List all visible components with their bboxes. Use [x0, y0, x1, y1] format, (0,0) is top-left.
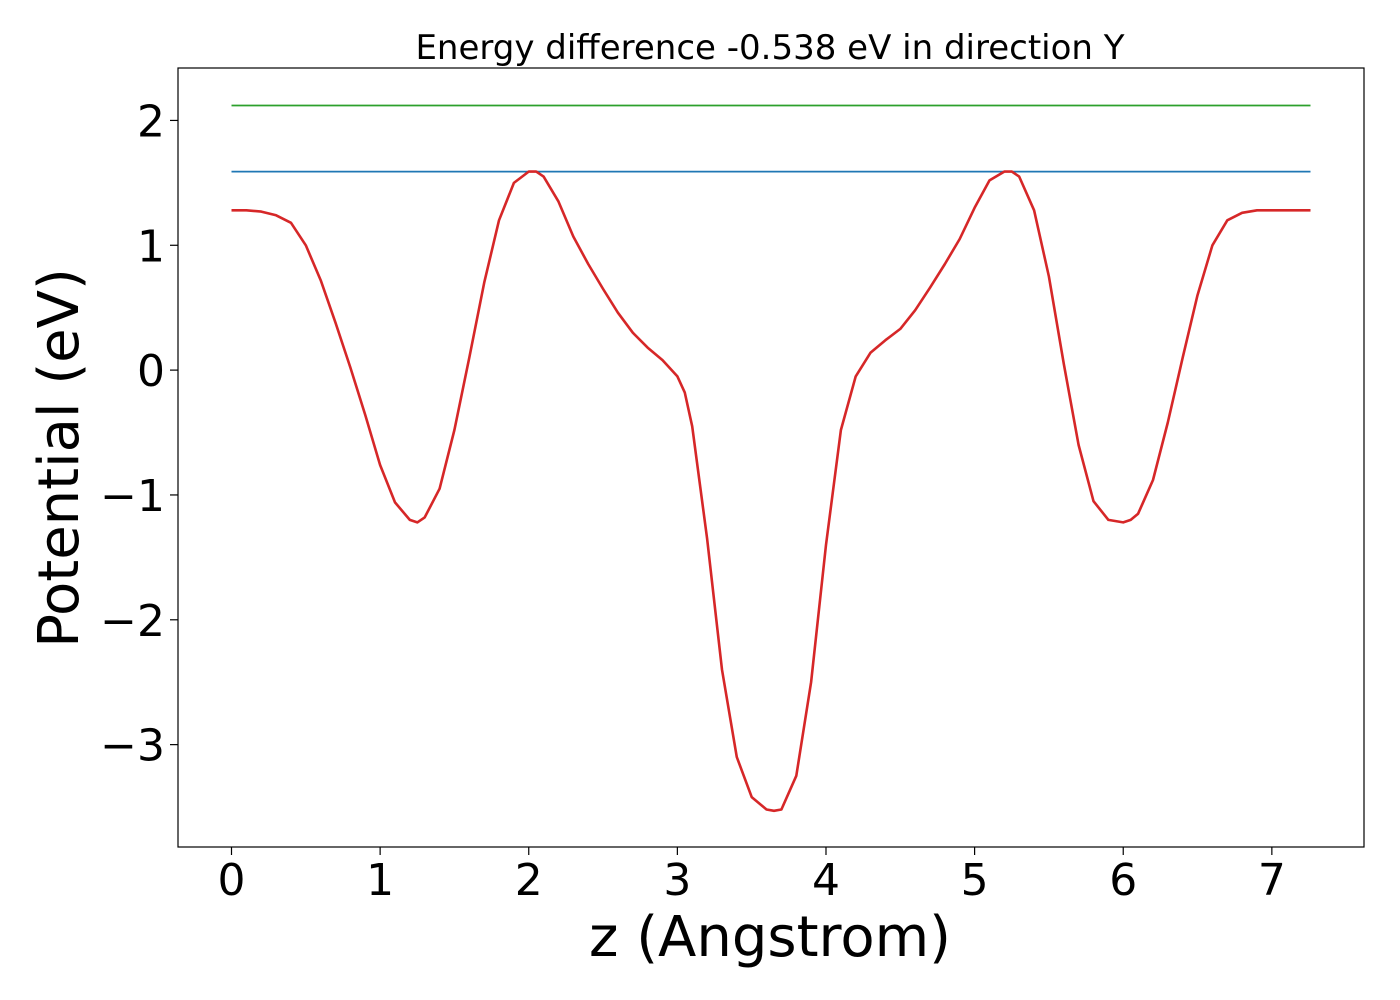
- x-tick-label: 2: [515, 855, 543, 906]
- x-axis: 0 1 2 3 4 5 6 7: [218, 847, 1286, 906]
- y-tick-label: 0: [137, 346, 165, 397]
- y-tick-label: −3: [100, 721, 165, 772]
- y-tick-label: −2: [100, 596, 165, 647]
- y-tick-label: 1: [137, 221, 165, 272]
- x-tick-label: 4: [812, 855, 840, 906]
- x-tick-label: 6: [1109, 855, 1137, 906]
- x-tick-label: 0: [218, 855, 246, 906]
- y-axis: 2 1 0 −1 −2 −3: [100, 96, 178, 772]
- y-axis-label: Potential (eV): [27, 268, 92, 648]
- x-tick-label: 3: [663, 855, 691, 906]
- chart-title: Energy difference -0.538 eV in direction…: [415, 28, 1124, 68]
- x-tick-label: 7: [1258, 855, 1286, 906]
- y-tick-label: −1: [100, 471, 165, 522]
- y-tick-label: 2: [137, 96, 165, 147]
- axes-frame: [177, 67, 1365, 848]
- x-tick-label: 1: [366, 855, 394, 906]
- series-line-3: [231, 170, 1311, 813]
- x-axis-label: z (Angstrom): [589, 905, 951, 970]
- plot-area: [231, 104, 1311, 813]
- x-tick-label: 5: [961, 855, 989, 906]
